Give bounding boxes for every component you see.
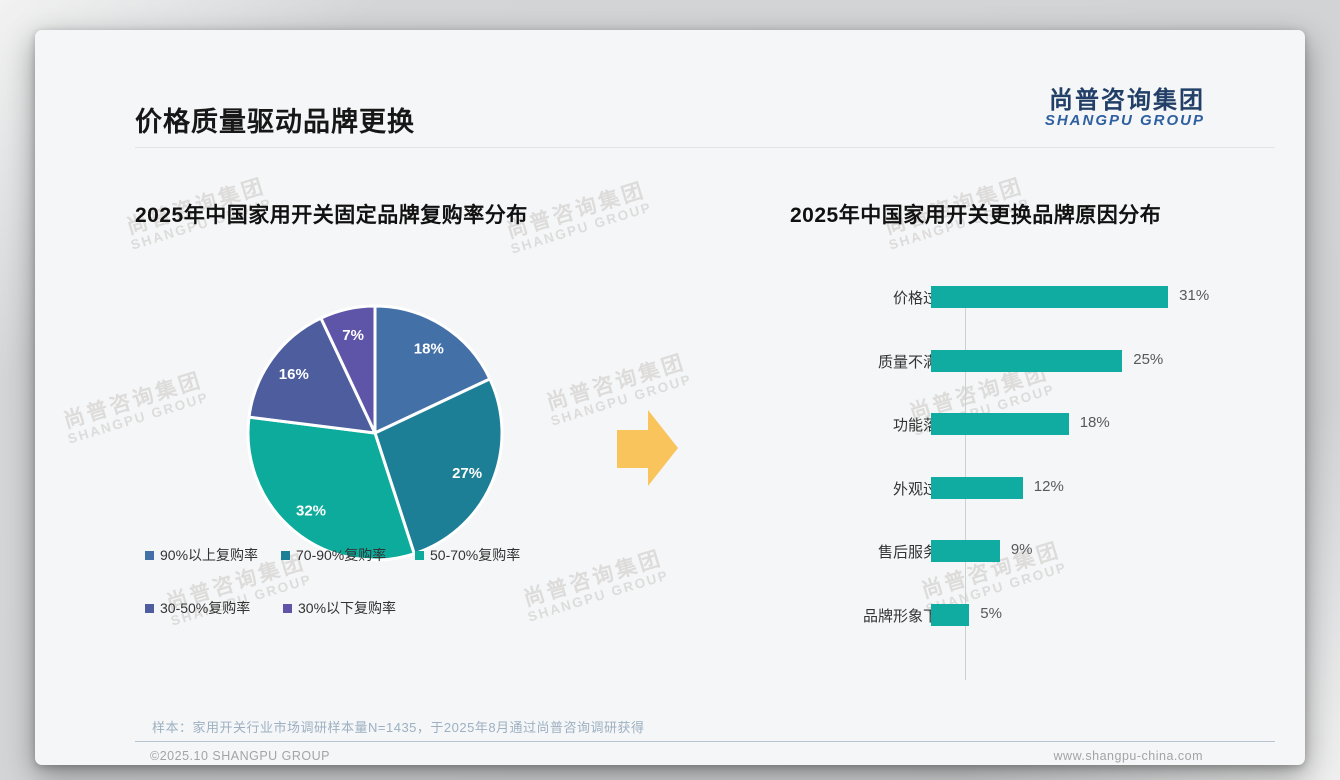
- bar-category-label: 功能落后: [892, 417, 953, 435]
- watermark: 尚普咨询集团 SHANGPU GROUP: [60, 369, 211, 447]
- watermark-en: SHANGPU GROUP: [526, 567, 671, 625]
- legend-swatch-icon: [145, 550, 154, 560]
- legend-item-3: 30-50%复购率: [145, 598, 250, 618]
- right-arrow-icon: [617, 410, 678, 486]
- watermark-en: SHANGPU GROUP: [509, 199, 654, 257]
- legend-item-2: 50-70%复购率: [415, 545, 520, 565]
- pie-chart-title: 2025年中国家用开关固定品牌复购率分布: [135, 204, 528, 227]
- company-logo: 尚普咨询集团 SHANGPU GROUP: [1045, 88, 1205, 129]
- page-title: 价格质量驱动品牌更换: [135, 107, 415, 137]
- footer-divider: [135, 741, 1275, 742]
- bar-category-label: 质量不满意: [877, 353, 953, 371]
- bar-value-label: 9%: [1010, 541, 1033, 559]
- bar-value-label: 5%: [980, 605, 1002, 622]
- watermark: 尚普咨询集团 SHANGPU GROUP: [520, 547, 671, 625]
- watermark-cn: 尚普咨询集团: [543, 350, 689, 415]
- pie-chart: 18% 27% 32% 16% 7%: [246, 304, 504, 562]
- bar-category-label: 价格过高: [892, 290, 953, 307]
- bar-category-label: 外观过时: [892, 480, 953, 498]
- legend-label: 70-90%复购率: [296, 547, 387, 563]
- legend-item-4: 30%以下复购率: [283, 598, 396, 618]
- pie-slice-label: 18%: [414, 340, 444, 357]
- bar-2: [931, 413, 1069, 436]
- pie-slice-1: [373, 377, 504, 556]
- legend-swatch-icon: [283, 603, 292, 613]
- bar-0: [931, 286, 1169, 308]
- watermark-cn: 尚普咨询集团: [60, 368, 206, 433]
- bar-value-label: 25%: [1133, 350, 1164, 368]
- bar-5: [931, 604, 970, 626]
- legend-label: 90%以上复购率: [160, 547, 259, 563]
- legend-swatch-icon: [415, 550, 424, 560]
- bar-category-label: 品牌形象下降: [862, 608, 953, 625]
- bar-value-label: 31%: [1179, 287, 1210, 304]
- bar-value-label: 12%: [1033, 477, 1064, 495]
- slide-card: 尚普咨询集团 SHANGPU GROUP 尚普咨询集团 SHANGPU GROUP 尚普…: [35, 30, 1305, 765]
- sample-note: 样本：家用开关行业市场调研样本量N=1435，于2025年8月通过尚普咨询调研获…: [152, 720, 645, 735]
- website-text: www.shangpu-china.com: [1053, 749, 1203, 763]
- copyright-text: ©2025.10 SHANGPU GROUP: [150, 749, 330, 763]
- legend-swatch-icon: [145, 603, 154, 613]
- pie-slice-0: [373, 304, 492, 435]
- logo-english-text: SHANGPU GROUP: [1044, 112, 1205, 130]
- watermark-cn: 尚普咨询集团: [520, 546, 666, 611]
- pie-slice-label: 27%: [452, 465, 482, 482]
- legend-item-1: 70-90%复购率: [281, 545, 386, 565]
- watermark-en: SHANGPU GROUP: [66, 389, 211, 447]
- logo-chinese-text: 尚普咨询集团: [1049, 87, 1205, 114]
- title-divider: [135, 147, 1275, 148]
- pie-slice-3: [247, 316, 377, 435]
- legend-label: 30-50%复购率: [160, 600, 251, 616]
- pie-slice-2: [246, 415, 416, 562]
- bar-chart-title: 2025年中国家用开关更换品牌原因分布: [790, 204, 1162, 227]
- pie-slice-label: 16%: [279, 366, 309, 383]
- legend-item-0: 90%以上复购率: [145, 545, 258, 565]
- pie-slice-label: 7%: [342, 327, 364, 344]
- bar-1: [931, 349, 1123, 372]
- bar-value-label: 18%: [1079, 414, 1110, 432]
- legend-swatch-icon: [281, 550, 290, 560]
- bar-3: [931, 476, 1023, 499]
- pie-slice-label: 32%: [296, 502, 326, 519]
- bar-4: [931, 540, 1000, 563]
- pie-slice-4: [319, 304, 377, 435]
- legend-label: 30%以下复购率: [298, 600, 397, 616]
- legend-label: 50-70%复购率: [430, 547, 521, 563]
- bar-category-label: 售后服务差: [877, 544, 953, 562]
